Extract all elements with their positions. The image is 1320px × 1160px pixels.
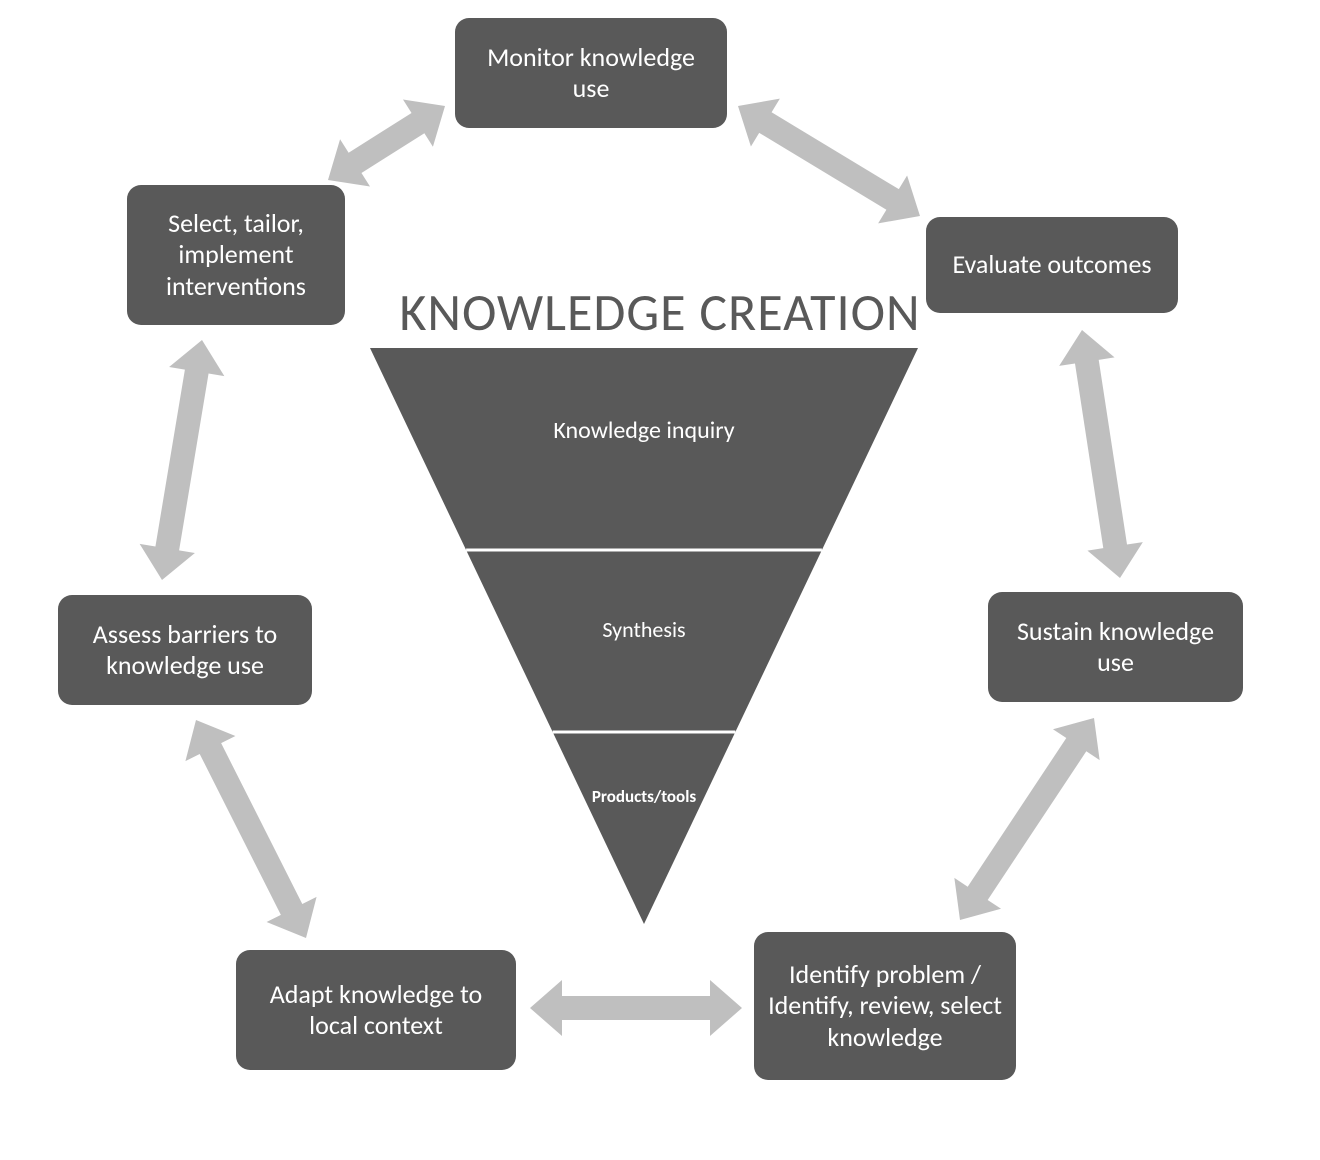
double-arrow-icon (1054, 326, 1147, 582)
triangle-layer-synthesis: Synthesis (494, 616, 794, 643)
knowledge-creation-title: KNOWLEDGE CREATION (399, 280, 920, 344)
double-arrow-icon (134, 335, 229, 584)
double-arrow-icon (171, 707, 331, 950)
box-sustain: Sustain knowledge use (988, 592, 1243, 702)
box-identify: Identify problem / Identify, review, sel… (754, 932, 1016, 1080)
double-arrow-icon (724, 82, 935, 240)
double-arrow-icon (937, 703, 1118, 936)
box-assess: Assess barriers to knowledge use (58, 595, 312, 705)
box-adapt: Adapt knowledge to local context (236, 950, 516, 1070)
box-monitor: Monitor knowledge use (455, 18, 727, 128)
box-select: Select, tailor, implement interventions (127, 185, 345, 325)
box-evaluate: Evaluate outcomes (926, 217, 1178, 313)
triangle-layer-products: Products/tools (494, 786, 794, 807)
diagram-canvas (0, 0, 1320, 1160)
triangle-layer-inquiry: Knowledge inquiry (494, 416, 794, 445)
double-arrow-icon (530, 980, 742, 1036)
